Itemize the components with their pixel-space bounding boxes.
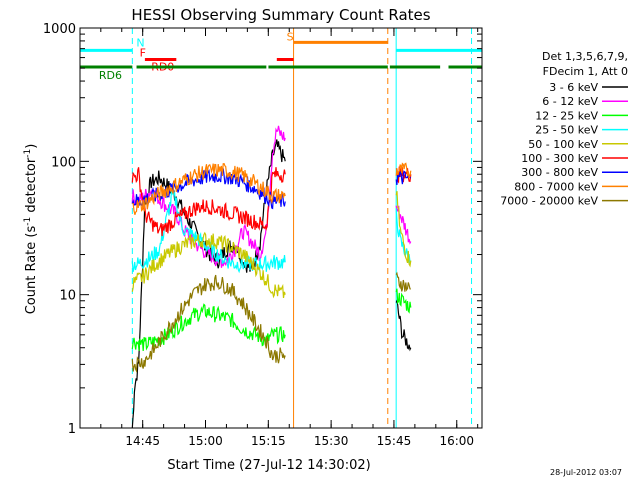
legend-label-7: 800 - 7000 keV — [514, 180, 598, 193]
x-tick-label-4: 15:45 — [377, 434, 412, 448]
y-tick-label-0: 1 — [68, 422, 76, 437]
y-tick-label-3: 1000 — [43, 22, 76, 37]
legend-header-line-1: Det 1,3,5,6,7,9, — [542, 50, 628, 63]
series-line-2-seg-1 — [395, 288, 412, 314]
legend-label-4: 50 - 100 keV — [528, 138, 598, 151]
series-line-1-seg-1 — [395, 205, 412, 245]
legend-label-3: 25 - 50 keV — [535, 124, 598, 137]
series-line-5-seg-1 — [395, 166, 412, 184]
legend-label-8: 7000 - 20000 keV — [500, 195, 598, 208]
series-line-5-seg-0 — [131, 167, 286, 237]
legend-label-5: 100 - 300 keV — [521, 152, 598, 165]
flag-label-s: S — [287, 30, 294, 43]
footer-timestamp: 28-Jul-2012 03:07 — [550, 468, 622, 477]
x-tick-label-0: 14:45 — [125, 434, 160, 448]
series-line-4-seg-0 — [131, 231, 286, 299]
legend-header-line-2: FDecim 1, Att 0 — [543, 65, 628, 78]
y-tick-label-2: 100 — [51, 155, 76, 170]
series-line-8-seg-1 — [395, 271, 411, 292]
series-line-0-seg-1 — [395, 299, 412, 352]
series-line-7-seg-1 — [395, 162, 412, 179]
legend-label-1: 6 - 12 keV — [542, 95, 598, 108]
x-tick-label-3: 15:30 — [314, 434, 349, 448]
series-line-6-seg-0 — [131, 168, 286, 210]
legend-label-0: 3 - 6 keV — [549, 81, 598, 94]
flag-label-rd6: RD6 — [99, 69, 122, 82]
series-line-8-seg-0 — [131, 274, 286, 374]
legend-label-6: 300 - 800 keV — [521, 166, 598, 179]
y-axis-label: Count Rate (s-1 detector-1) — [23, 144, 39, 315]
series-line-4-seg-1 — [395, 191, 412, 268]
x-tick-label-1: 15:00 — [188, 434, 223, 448]
x-axis-label: Start Time (27-Jul-12 14:30:02) — [167, 458, 370, 473]
series-line-7-seg-0 — [132, 163, 286, 215]
y-tick-label-1: 10 — [59, 289, 76, 304]
flag-label-n: N — [136, 36, 144, 49]
series-line-3-seg-1 — [395, 208, 412, 264]
x-tick-label-2: 15:15 — [251, 434, 286, 448]
series-line-2-seg-0 — [131, 303, 286, 352]
plot-frame — [79, 27, 483, 429]
legend-label-2: 12 - 25 keV — [535, 109, 598, 122]
chart-title: HESSI Observing Summary Count Rates — [131, 6, 430, 24]
flag-label-f: F — [140, 47, 146, 60]
series-line-3-seg-0 — [131, 189, 286, 274]
x-tick-label-5: 16:00 — [439, 434, 474, 448]
